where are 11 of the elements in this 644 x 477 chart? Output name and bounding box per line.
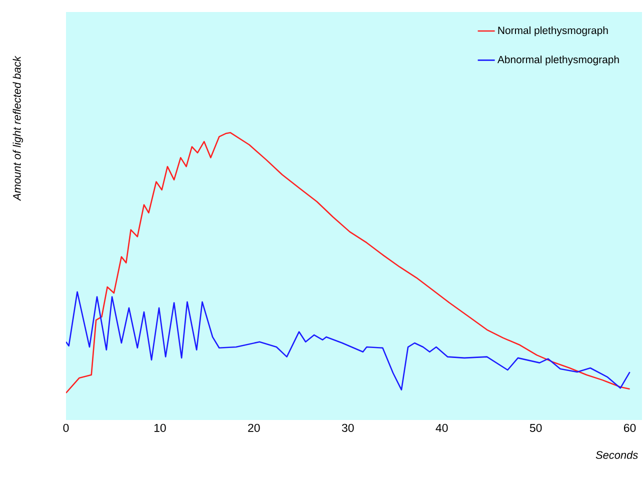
x-tick-label: 60 [624, 424, 636, 432]
y-axis-title: Amount of light reflected back [12, 56, 23, 202]
x-tick-label: 20 [248, 424, 260, 432]
x-tick-label: 0 [63, 424, 69, 432]
x-tick-label: 50 [530, 424, 542, 432]
x-axis-title: Seconds [596, 450, 638, 459]
x-tick-label: 40 [436, 424, 448, 432]
legend-label: Abnormal plethysmograph [497, 56, 619, 66]
legend-label: Normal plethysmograph [498, 26, 608, 36]
x-tick-label: 10 [154, 424, 166, 432]
x-tick-label: 30 [342, 424, 354, 432]
